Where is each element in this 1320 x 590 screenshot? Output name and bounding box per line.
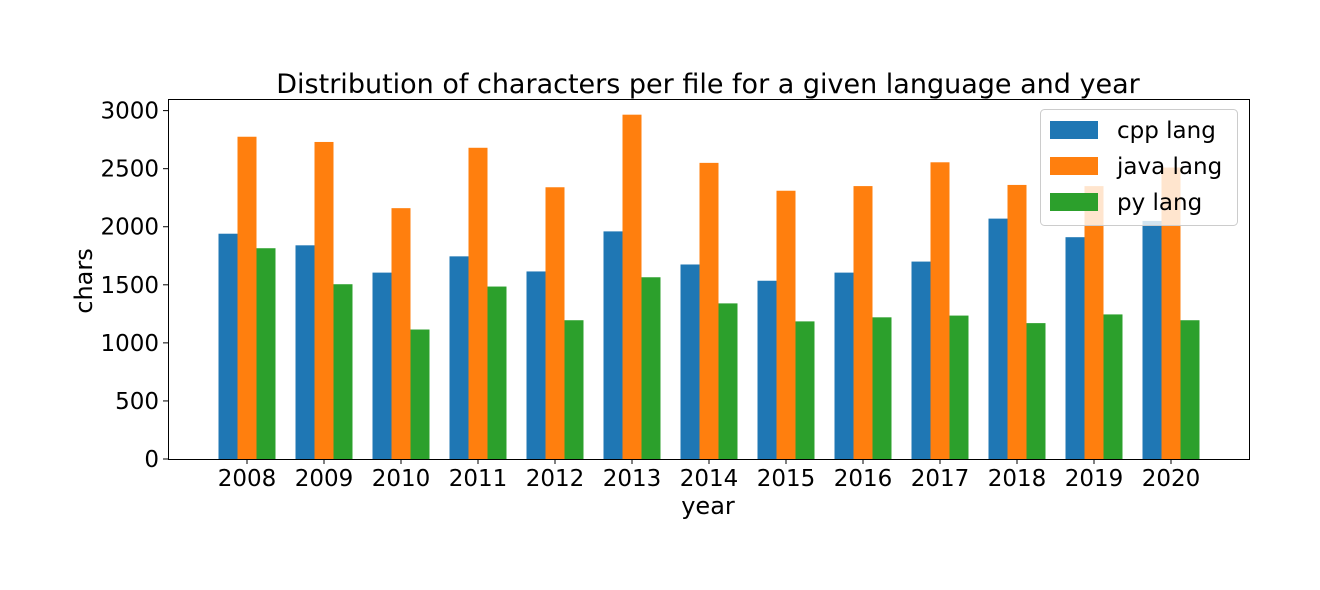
bars — [218, 114, 1200, 460]
legend-label: cpp lang — [1117, 118, 1216, 144]
bar-cpp-lang-2016 — [834, 272, 854, 459]
legend-label: java lang — [1116, 154, 1222, 180]
bar-java-lang-2008 — [237, 136, 257, 459]
bar-cpp-lang-2010 — [372, 272, 392, 459]
bar-py-lang-2014 — [718, 303, 738, 459]
bar-cpp-lang-2020 — [1142, 220, 1162, 459]
x-tick-label: 2009 — [295, 466, 354, 492]
bar-py-lang-2017 — [949, 315, 969, 459]
x-tick-label: 2010 — [372, 466, 431, 492]
bar-py-lang-2016 — [872, 317, 892, 459]
bar-java-lang-2014 — [699, 162, 719, 459]
bar-py-lang-2013 — [641, 277, 661, 459]
bar-cpp-lang-2013 — [603, 231, 623, 459]
legend: cpp lang java lang py lang — [1040, 109, 1238, 226]
bar-java-lang-2017 — [930, 162, 950, 459]
bar-java-lang-2018 — [1007, 184, 1027, 459]
x-tick-label: 2020 — [1142, 466, 1201, 492]
bar-py-lang-2008 — [256, 248, 276, 459]
x-tick-label: 2011 — [449, 466, 508, 492]
bar-py-lang-2020 — [1180, 320, 1200, 459]
y-tick-label: 0 — [144, 447, 159, 473]
legend-swatch-java-lang — [1050, 157, 1098, 175]
x-tick-label: 2008 — [218, 466, 277, 492]
chart-title: Distribution of characters per file for … — [276, 69, 1140, 100]
bar-java-lang-2010 — [391, 208, 411, 459]
y-tick-label: 1000 — [100, 331, 159, 357]
x-tick-label: 2015 — [757, 466, 816, 492]
bar-cpp-lang-2018 — [988, 218, 1008, 459]
x-tick-label: 2016 — [834, 466, 893, 492]
x-axis: 2008 2009 2010 2011 2012 2013 2014 2015 2016 2017… — [218, 459, 1201, 492]
y-axis: 0 500 1000 1500 2000 2500 3000 — [100, 99, 168, 473]
x-tick-label: 2017 — [911, 466, 970, 492]
bar-java-lang-2011 — [468, 147, 488, 459]
bar-java-lang-2012 — [545, 187, 565, 460]
bar-py-lang-2012 — [564, 320, 584, 459]
x-axis-label: year — [681, 492, 735, 520]
bar-cpp-lang-2008 — [218, 233, 238, 459]
x-tick-label: 2013 — [603, 466, 662, 492]
bar-java-lang-2009 — [314, 141, 334, 459]
legend-swatch-cpp-lang — [1050, 121, 1098, 139]
bar-cpp-lang-2014 — [680, 264, 700, 459]
bar-py-lang-2015 — [795, 321, 815, 459]
y-tick-label: 3000 — [100, 99, 159, 125]
y-tick-label: 1500 — [100, 273, 159, 299]
bar-cpp-lang-2015 — [757, 280, 777, 459]
y-tick-label: 2000 — [100, 215, 159, 241]
bar-cpp-lang-2009 — [295, 245, 315, 459]
bar-py-lang-2018 — [1026, 323, 1046, 459]
x-tick-label: 2012 — [526, 466, 585, 492]
y-tick-label: 2500 — [100, 157, 159, 183]
y-tick-label: 500 — [115, 389, 159, 415]
x-tick-label: 2014 — [680, 466, 739, 492]
bar-java-lang-2020 — [1161, 167, 1181, 460]
bar-py-lang-2019 — [1103, 314, 1123, 459]
legend-label: py lang — [1117, 190, 1202, 216]
bar-py-lang-2011 — [487, 286, 507, 459]
bar-java-lang-2015 — [776, 190, 796, 459]
bar-cpp-lang-2017 — [911, 261, 931, 459]
bar-cpp-lang-2012 — [526, 271, 546, 459]
legend-swatch-py-lang — [1050, 193, 1098, 211]
bar-java-lang-2019 — [1084, 186, 1104, 459]
bar-py-lang-2009 — [333, 284, 353, 459]
y-axis-label: chars — [70, 248, 98, 313]
bar-py-lang-2010 — [410, 329, 430, 459]
bar-cpp-lang-2019 — [1065, 237, 1085, 459]
x-tick-label: 2018 — [988, 466, 1047, 492]
x-tick-label: 2019 — [1065, 466, 1124, 492]
bar-java-lang-2013 — [622, 114, 642, 459]
bar-java-lang-2016 — [853, 186, 873, 459]
bar-cpp-lang-2011 — [449, 256, 469, 459]
